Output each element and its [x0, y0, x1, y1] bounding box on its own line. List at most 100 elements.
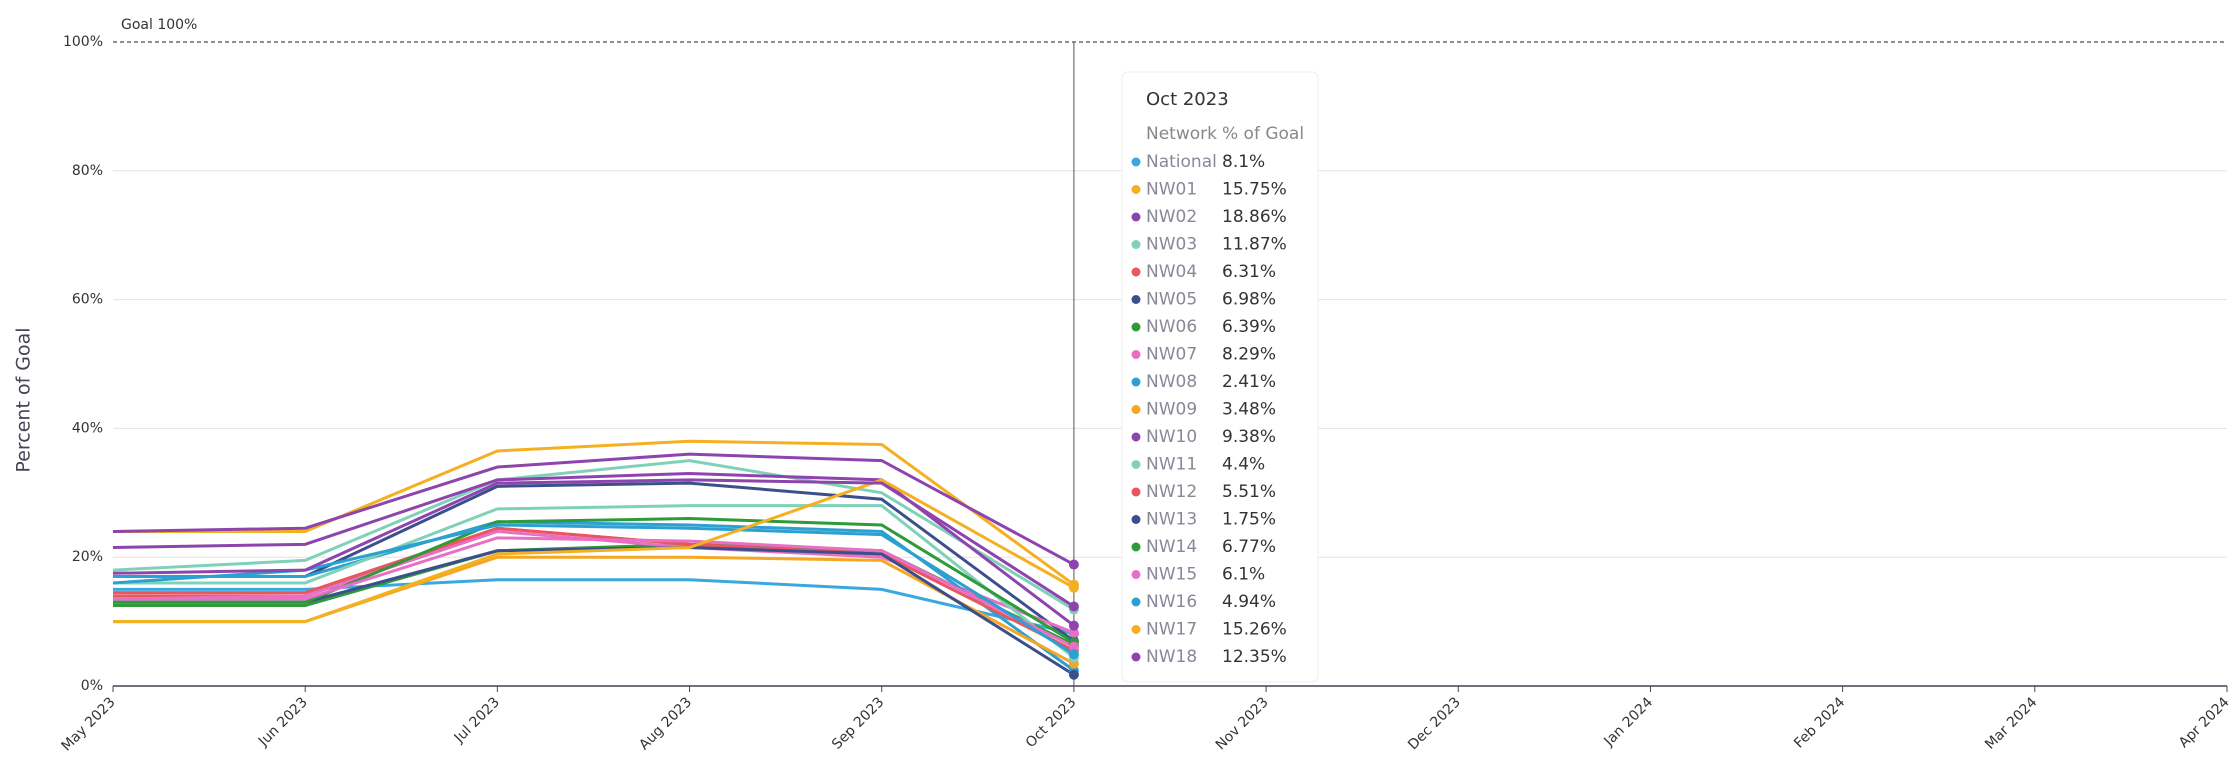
tooltip-value: 8.29%: [1222, 345, 1276, 365]
tooltip-name: NW05: [1146, 290, 1197, 310]
y-tick-label: 0%: [81, 678, 103, 694]
tooltip-name: NW08: [1146, 372, 1197, 392]
tooltip-name: NW12: [1146, 482, 1197, 502]
tooltip-value: 6.98%: [1222, 290, 1276, 310]
series-line: [113, 504, 1075, 659]
tooltip-swatch: [1131, 597, 1141, 607]
y-tick-label: 80%: [72, 163, 103, 179]
x-tick-label: Mar 2024: [1982, 694, 2040, 752]
tooltip-swatch: [1131, 460, 1141, 469]
tooltip-box: [1121, 71, 1319, 683]
series-line: [113, 517, 1075, 644]
hover-dot: [1068, 649, 1079, 660]
tooltip-swatch: [1131, 240, 1141, 249]
tooltip-name: NW09: [1146, 400, 1197, 420]
tooltip-name: NW02: [1146, 207, 1197, 227]
x-tick-label: Apr 2024: [2176, 694, 2233, 751]
tooltip-value: 2.41%: [1222, 372, 1276, 392]
tooltip-name: NW16: [1146, 592, 1197, 612]
series-line: [112, 523, 1075, 656]
hover-dot: [1068, 620, 1079, 631]
series-line: [112, 478, 1075, 608]
tooltip-value: 6.31%: [1222, 262, 1276, 282]
tooltip-value: 6.39%: [1222, 317, 1276, 337]
y-tick-label: 100%: [63, 34, 103, 50]
tooltip-name: NW03: [1146, 235, 1197, 255]
tooltip-swatch: [1131, 185, 1141, 194]
tooltip-value: 6.1%: [1222, 565, 1265, 585]
x-tick-label: Jun 2023: [255, 694, 311, 750]
tooltip-name: NW18: [1146, 647, 1197, 667]
tooltip-value: 4.94%: [1222, 592, 1276, 612]
y-axis-label: Percent of Goal: [13, 327, 35, 472]
tooltip-swatch: [1131, 542, 1141, 552]
hover-dot: [1068, 559, 1079, 570]
tooltip-value: 6.77%: [1222, 537, 1276, 557]
tooltip-swatch: [1131, 570, 1141, 579]
x-tick-label: Aug 2023: [636, 694, 695, 753]
tooltip-swatch: [1131, 295, 1141, 304]
tooltip-value: 3.48%: [1222, 400, 1276, 420]
tooltip-value: 12.35%: [1222, 647, 1287, 667]
tooltip-swatch: [1131, 350, 1141, 359]
tooltip-header: % of Goal: [1222, 124, 1304, 144]
tooltip-name: NW11: [1146, 455, 1197, 475]
x-tick-label: Sep 2023: [829, 694, 887, 752]
tooltip-value: 9.38%: [1222, 427, 1276, 447]
tooltip-value: 11.87%: [1222, 235, 1287, 255]
tooltip-swatch: [1131, 157, 1141, 167]
series-line: [113, 578, 1075, 636]
tooltip-value: 1.75%: [1222, 510, 1276, 530]
tooltip-swatch: [1131, 322, 1141, 332]
tooltip-title: Oct 2023: [1146, 89, 1229, 110]
tooltip-value: 15.26%: [1222, 620, 1287, 640]
x-tick-label: Feb 2024: [1791, 694, 1848, 751]
tooltip-swatch: [1131, 405, 1141, 414]
goal-label: Goal 100%: [121, 17, 197, 33]
tooltip-swatch: [1131, 432, 1141, 442]
tooltip-swatch: [1131, 267, 1141, 277]
tooltip-name: NW17: [1146, 620, 1197, 640]
tooltip-swatch: [1131, 625, 1141, 634]
x-tick-label: Nov 2023: [1213, 694, 1272, 753]
tooltip-swatch: [1131, 212, 1141, 222]
tooltip-value: 15.75%: [1222, 180, 1287, 200]
tooltip-name: NW04: [1146, 262, 1197, 282]
x-tick-label: Jan 2024: [1600, 694, 1656, 750]
tooltip-name: National: [1146, 152, 1217, 172]
y-tick-label: 20%: [72, 549, 103, 565]
tooltip-name: NW06: [1146, 317, 1197, 337]
tooltip-value: 5.51%: [1222, 482, 1276, 502]
series-line: [113, 478, 1075, 624]
hover-dot: [1068, 582, 1079, 593]
tooltip-value: 4.4%: [1222, 455, 1265, 475]
tooltip-value: 8.1%: [1222, 152, 1265, 172]
tooltip-name: NW01: [1146, 180, 1197, 200]
tooltip-name: NW14: [1146, 537, 1197, 557]
tooltip-swatch: [1131, 487, 1141, 497]
hover-dot: [1068, 601, 1079, 612]
tooltip-name: NW13: [1146, 510, 1197, 530]
series-line: [112, 459, 1075, 611]
x-tick-label: Oct 2023: [1023, 694, 1080, 751]
tooltip-swatch: [1131, 652, 1141, 662]
hover-dot: [1068, 641, 1079, 652]
tooltip-name: NW10: [1146, 427, 1197, 447]
series-line: [112, 452, 1075, 566]
y-tick-label: 40%: [72, 420, 103, 436]
y-tick-label: 60%: [72, 292, 103, 308]
tooltip-header: Network: [1146, 124, 1217, 144]
series-line: [113, 526, 1075, 652]
x-tick-label: Jul 2023: [451, 694, 503, 746]
x-tick-label: Dec 2023: [1405, 694, 1464, 753]
tooltip-value: 18.86%: [1222, 207, 1287, 227]
tooltip-swatch: [1131, 515, 1141, 524]
x-tick-label: May 2023: [59, 694, 119, 754]
hover-dot: [1068, 627, 1079, 638]
series-line: [113, 439, 1075, 586]
series-line: [113, 536, 1075, 649]
tooltip-swatch: [1131, 377, 1141, 387]
